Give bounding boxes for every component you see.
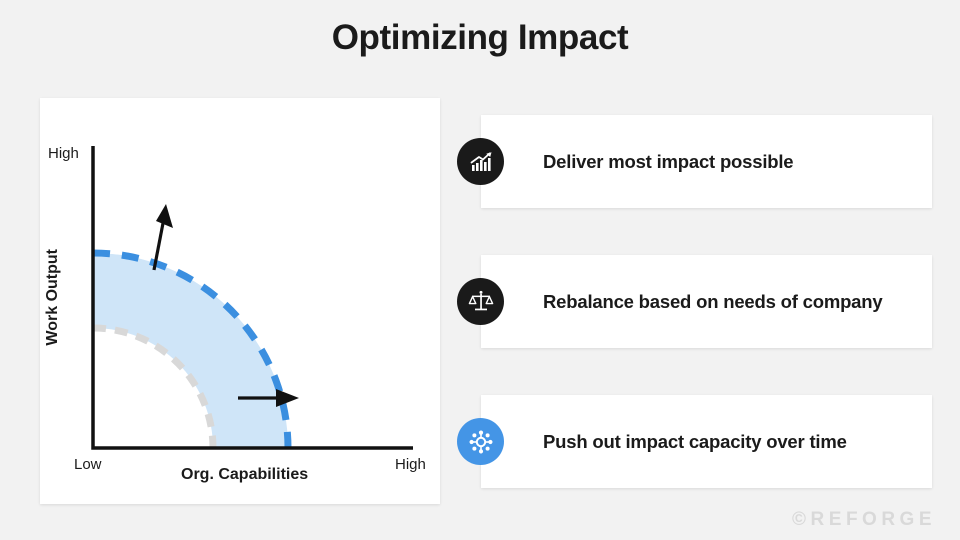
page-title: Optimizing Impact [331,18,629,57]
y-axis-title: Work Output [44,249,61,346]
chart-axes [91,146,413,450]
bullet-card-2-label: Rebalance based on needs of company [543,290,883,312]
up-arrow-annotation [152,204,173,271]
bullet-card-3-label: Push out impact capacity over time [543,430,847,452]
burst-glyph [469,430,492,453]
balance-scale-icon [457,278,504,325]
right-arrow-annotation [238,389,299,407]
inner-region-mask [93,328,213,448]
current-frontier-arc [92,324,217,449]
bullet-card-3[interactable]: Push out impact capacity over time [457,395,932,488]
x-axis-title: Org. Capabilities [181,466,309,483]
growth-chart-glyph [470,151,491,171]
chart-panel [40,98,440,504]
x-axis-tick-high: High [395,456,426,473]
balance-scale-glyph [468,290,493,310]
bullet-card-1[interactable]: Deliver most impact possible [457,115,932,208]
burst-icon [457,418,504,465]
expanded-frontier-arc [92,249,292,449]
reforge-watermark: ©REFORGE [792,509,936,530]
bullet-card-2[interactable]: Rebalance based on needs of company [457,255,932,348]
frontier-chart [91,146,413,450]
growth-chart-icon [457,138,504,185]
x-axis-tick-low: Low [74,456,102,473]
bullet-card-1-label: Deliver most impact possible [543,150,794,172]
y-axis-tick-high: High [48,145,79,162]
